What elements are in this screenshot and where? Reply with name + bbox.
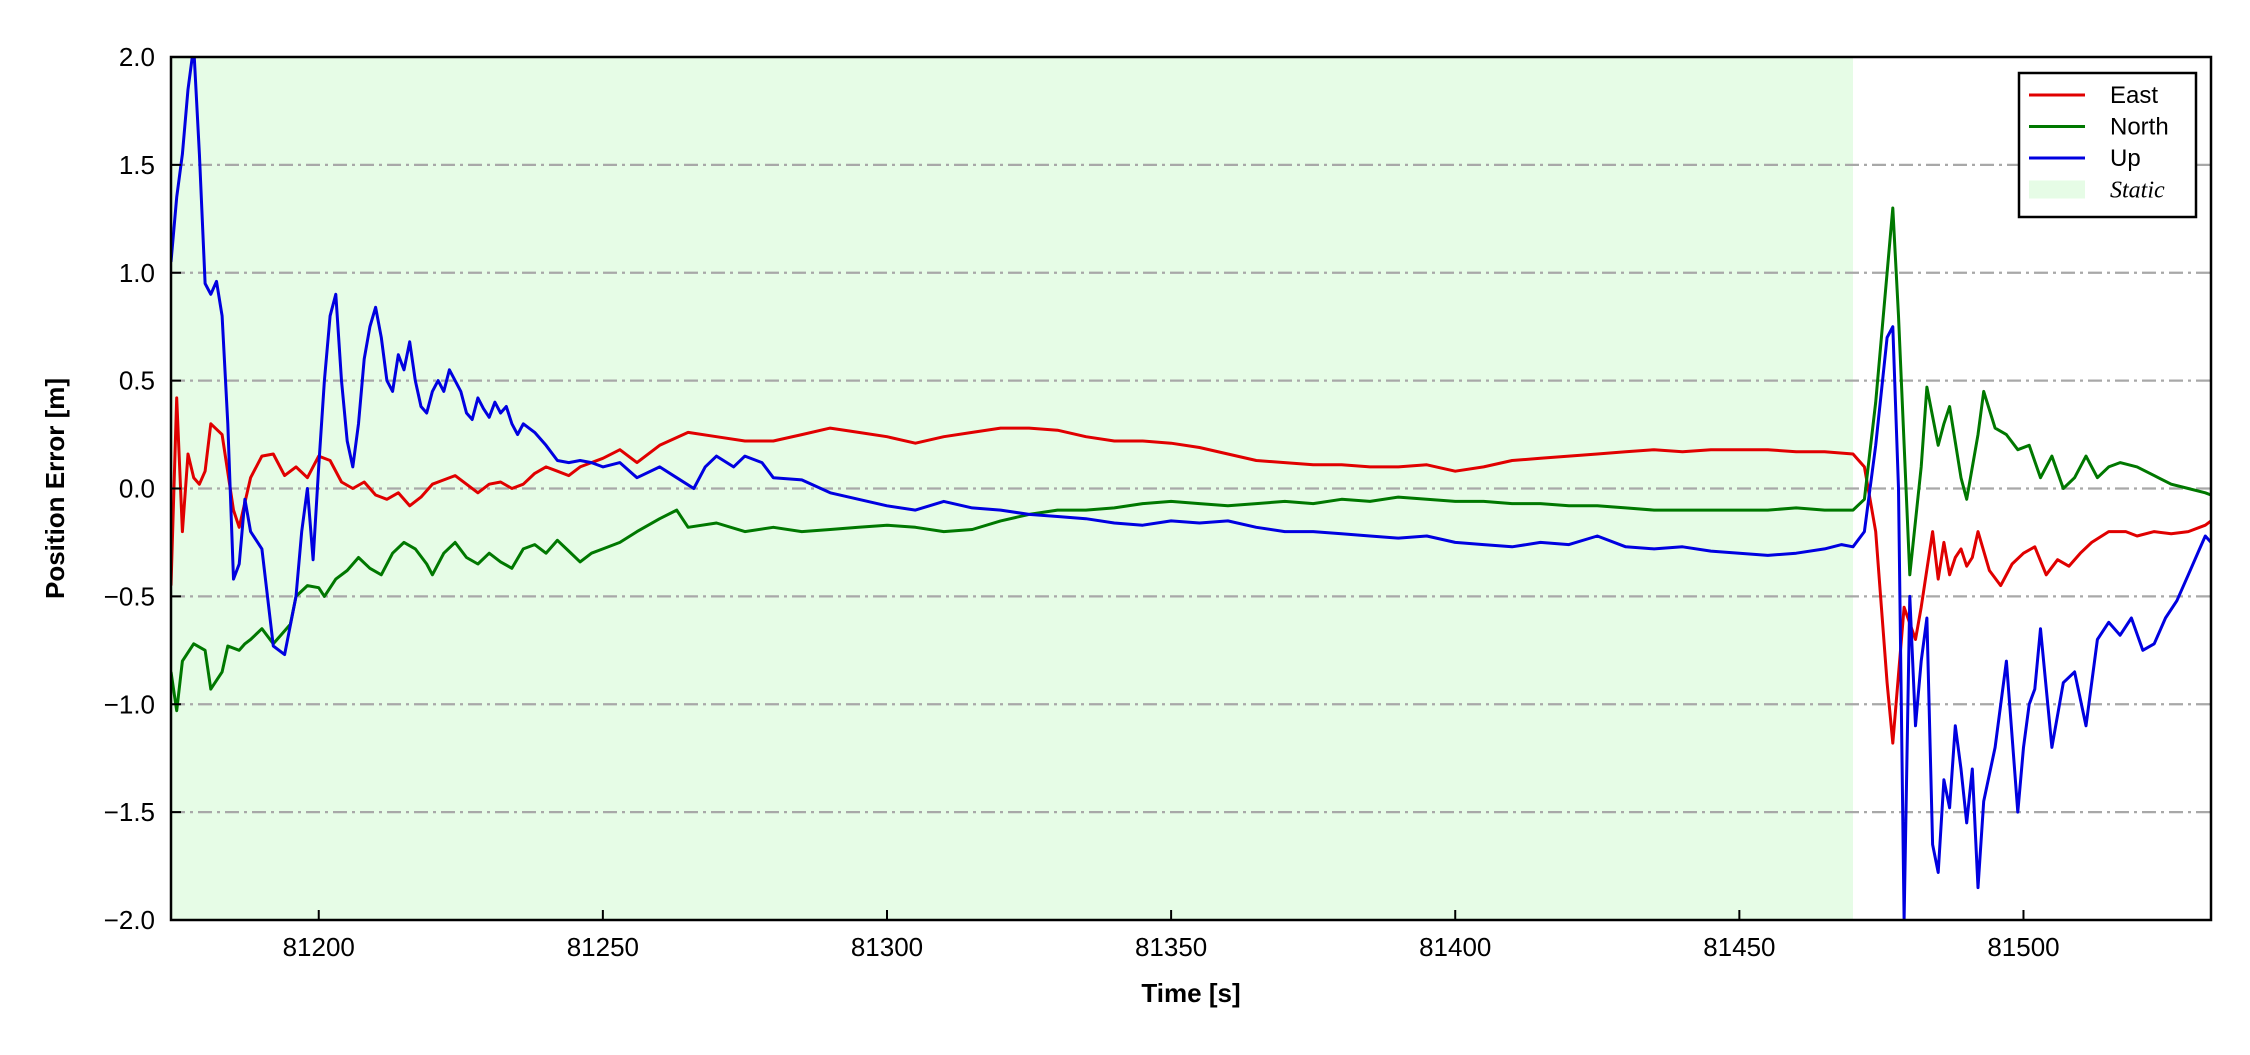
y-tick-label: 2.0	[119, 42, 155, 72]
y-tick-label: 0.5	[119, 366, 155, 396]
legend-label-east: East	[2110, 82, 2158, 109]
x-tick-label: 81350	[1135, 932, 1207, 962]
series-line-up	[171, 57, 2211, 920]
x-tick-label: 81450	[1703, 932, 1775, 962]
x-tick-label: 81500	[1987, 932, 2059, 962]
x-tick-label: 81250	[567, 932, 639, 962]
series-line-east	[171, 396, 2211, 745]
x-axis-title: Time [s]	[1141, 978, 1240, 1008]
y-axis-title: Position Error [m]	[40, 378, 70, 599]
y-tick-label: 1.0	[119, 258, 155, 288]
y-tick-label: 0.0	[119, 474, 155, 504]
series-line-north	[171, 206, 2211, 713]
x-tick-label: 81300	[851, 932, 923, 962]
y-tick-label: −1.5	[104, 797, 155, 827]
legend-label-static: Static	[2110, 178, 2165, 204]
y-tick-label: −1.0	[104, 689, 155, 719]
y-tick-label: 1.5	[119, 150, 155, 180]
legend-swatch-static	[2029, 180, 2085, 199]
x-tick-label: 81400	[1419, 932, 1491, 962]
y-tick-label: −0.5	[104, 581, 155, 611]
x-tick-label: 81200	[283, 932, 355, 962]
y-tick-label: −2.0	[104, 905, 155, 935]
legend-label-up: Up	[2110, 145, 2141, 172]
legend-label-north: North	[2110, 114, 2169, 141]
